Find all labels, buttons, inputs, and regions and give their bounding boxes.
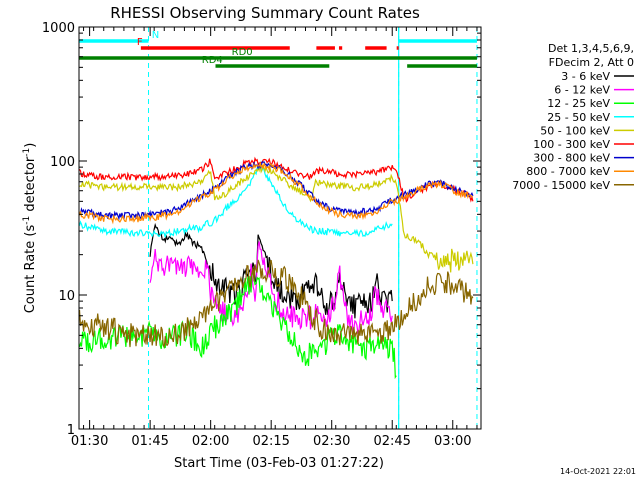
x-tick-label: 01:45	[131, 434, 168, 449]
x-tick-label: 02:00	[192, 434, 229, 449]
chart-title: RHESSI Observing Summary Count Rates	[110, 4, 420, 22]
y-axis-label-sup1: -1	[22, 216, 32, 225]
series-line	[79, 156, 474, 203]
night-interval-markers	[148, 27, 478, 429]
series-line	[149, 241, 393, 334]
x-axis-label: Start Time (03-Feb-03 01:27:22)	[174, 456, 384, 471]
series-line	[78, 160, 473, 225]
y-tick-label: 10	[58, 289, 75, 304]
series-line	[78, 164, 393, 238]
y-axis-label-end: )	[23, 143, 38, 148]
legend-entry-label: 3 - 6 keV	[561, 70, 610, 83]
series-line	[78, 269, 397, 380]
series-line	[79, 164, 474, 273]
legend-entry-label: 6 - 12 keV	[554, 84, 610, 97]
legend-entry-label: 7000 - 15000 keV	[512, 179, 610, 192]
legend-header-line-2: FDecim 2, Att 0	[549, 56, 634, 69]
x-tick-label: 01:30	[71, 434, 108, 449]
timestamp: 14-Oct-2021 22:01	[560, 467, 636, 476]
series-layer	[78, 156, 474, 380]
x-axis: 01:30 01:45 02:00 02:15 02:30 02:45 03:00	[71, 27, 478, 449]
y-axis-label-sup2: -1	[22, 148, 32, 157]
status-label: RD0	[232, 47, 253, 58]
legend: Det 1,3,4,5,6,9, FDecim 2, Att 0 3 - 6 k…	[512, 42, 634, 192]
legend-entry-label: 50 - 100 keV	[540, 124, 610, 137]
y-axis: 1 10 100 1000	[42, 21, 481, 438]
status-label: N	[152, 30, 159, 41]
y-tick-label: 100	[50, 155, 75, 170]
x-tick-label: 02:30	[313, 434, 350, 449]
status-bars: NF RD0 RD4	[79, 30, 477, 68]
legend-entry-label: 300 - 800 keV	[533, 152, 610, 165]
y-tick-label: 1	[67, 423, 75, 438]
plot-frame	[78, 26, 482, 430]
x-tick-label: 02:15	[252, 434, 289, 449]
x-tick-label: 02:45	[373, 434, 410, 449]
x-tick-label: 03:00	[434, 434, 471, 449]
status-label: F	[137, 37, 143, 48]
y-axis-label-main: Count Rate (s	[23, 225, 38, 314]
legend-header-line-1: Det 1,3,4,5,6,9,	[548, 42, 634, 55]
y-axis-label-mid: detector	[23, 156, 38, 216]
legend-entry-label: 25 - 50 keV	[547, 111, 610, 124]
y-axis-label: Count Rate (s-1 detector-1)	[22, 143, 38, 314]
series-line	[78, 259, 474, 349]
legend-entry-label: 12 - 25 keV	[547, 97, 610, 110]
legend-entry-label: 100 - 300 keV	[533, 138, 610, 151]
y-tick-label: 1000	[42, 21, 75, 36]
legend-entry-label: 800 - 7000 keV	[526, 165, 610, 178]
status-label: RD4	[202, 55, 223, 66]
